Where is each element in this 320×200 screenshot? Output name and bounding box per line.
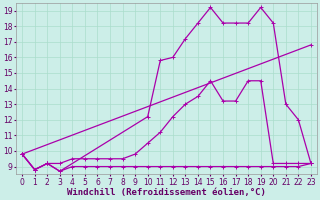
X-axis label: Windchill (Refroidissement éolien,°C): Windchill (Refroidissement éolien,°C) xyxy=(67,188,266,197)
